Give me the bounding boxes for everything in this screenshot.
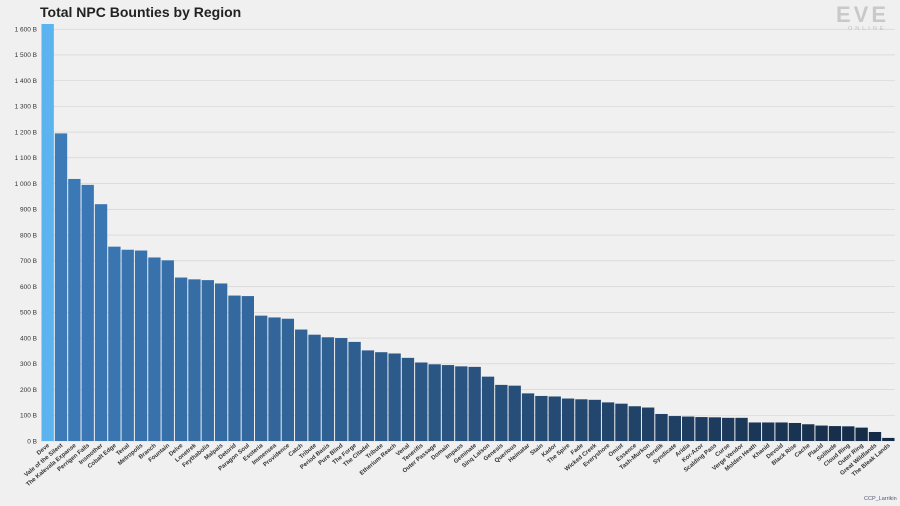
bar <box>588 399 601 441</box>
bar <box>815 425 828 441</box>
y-tick-label: 0 B <box>27 438 37 445</box>
bar <box>268 317 281 441</box>
bar <box>682 416 695 441</box>
y-tick-label: 700 B <box>20 258 37 265</box>
y-tick-label: 1 100 B <box>15 155 37 162</box>
bar <box>388 353 401 441</box>
bar <box>201 280 214 441</box>
y-tick-label: 1 000 B <box>15 181 37 188</box>
bar <box>361 350 375 441</box>
bar <box>748 422 762 441</box>
bar <box>41 24 54 441</box>
bar <box>855 427 868 441</box>
logo-main-text: EVE <box>836 2 889 27</box>
bar <box>735 417 748 441</box>
bar <box>561 398 575 441</box>
y-tick-label: 1 200 B <box>15 129 37 136</box>
bar <box>828 426 842 441</box>
bar <box>174 277 188 441</box>
y-tick-label: 200 B <box>20 387 37 394</box>
bar <box>802 424 815 441</box>
bar <box>161 260 174 441</box>
bar <box>468 366 481 441</box>
y-tick-label: 900 B <box>20 207 37 214</box>
bar <box>81 184 94 441</box>
y-tick-label: 1 300 B <box>15 104 37 111</box>
y-tick-label: 400 B <box>20 335 37 342</box>
y-axis-ticks: 0 B 100 B 200 B 300 B 400 B 500 B 600 B 700 B 80… <box>15 26 37 445</box>
eve-logo: EVE ONLINE <box>836 2 889 32</box>
bar <box>695 417 708 441</box>
bar <box>481 376 495 441</box>
bar <box>295 329 308 441</box>
credit-label: CCP_Larrikin <box>864 496 897 502</box>
bar <box>868 431 882 441</box>
bar <box>668 416 681 441</box>
bar <box>68 178 81 441</box>
bar <box>775 422 788 441</box>
bar <box>535 395 548 441</box>
y-tick-label: 300 B <box>20 361 37 368</box>
bar <box>788 422 802 441</box>
bar <box>228 295 241 441</box>
y-tick-label: 800 B <box>20 232 37 239</box>
bar <box>628 406 641 441</box>
bar <box>548 396 561 441</box>
bar <box>455 366 468 441</box>
y-tick-label: 600 B <box>20 284 37 291</box>
y-tick-label: 1 600 B <box>15 26 37 33</box>
y-tick-label: 1 500 B <box>15 52 37 59</box>
bar <box>335 338 348 441</box>
bar <box>762 422 775 441</box>
bar <box>401 357 415 441</box>
bar <box>428 364 441 441</box>
bar <box>281 318 295 441</box>
bar <box>495 384 508 441</box>
bar <box>708 417 722 441</box>
bar <box>375 352 388 441</box>
bar <box>575 399 588 441</box>
chart-title: Total NPC Bounties by Region <box>40 4 241 20</box>
bar <box>882 437 895 441</box>
bar <box>188 279 201 441</box>
bar <box>842 426 855 441</box>
bar <box>214 283 228 441</box>
bar <box>241 296 254 441</box>
bar <box>441 365 455 441</box>
bar <box>641 407 655 441</box>
bar <box>255 315 268 441</box>
y-tick-label: 100 B <box>20 413 37 420</box>
bar <box>94 204 108 441</box>
bar <box>148 257 161 441</box>
bar <box>415 362 428 441</box>
bar <box>601 402 615 441</box>
bar <box>722 417 735 441</box>
bar <box>508 385 521 441</box>
bar <box>321 337 335 441</box>
y-tick-label: 1 400 B <box>15 78 37 85</box>
bar <box>54 133 68 442</box>
bar <box>521 393 535 441</box>
bar <box>655 413 668 441</box>
bars <box>41 24 895 442</box>
bar <box>348 341 361 441</box>
bar <box>308 334 321 441</box>
y-tick-label: 500 B <box>20 310 37 317</box>
bar <box>134 250 148 441</box>
bar <box>615 403 628 441</box>
bar <box>121 249 134 441</box>
bar <box>108 246 121 441</box>
